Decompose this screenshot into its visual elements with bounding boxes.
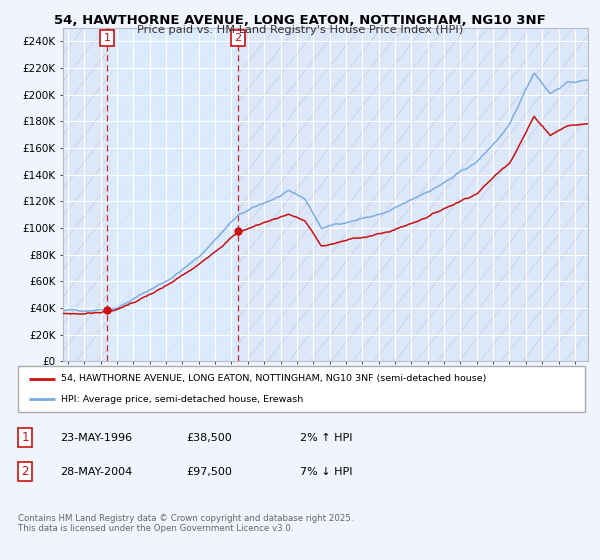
Text: 1: 1 bbox=[22, 431, 29, 445]
Text: 23-MAY-1996: 23-MAY-1996 bbox=[60, 433, 132, 443]
Text: 2% ↑ HPI: 2% ↑ HPI bbox=[300, 433, 353, 443]
Text: HPI: Average price, semi-detached house, Erewash: HPI: Average price, semi-detached house,… bbox=[61, 395, 303, 404]
Text: 7% ↓ HPI: 7% ↓ HPI bbox=[300, 466, 353, 477]
Text: Contains HM Land Registry data © Crown copyright and database right 2025.
This d: Contains HM Land Registry data © Crown c… bbox=[18, 514, 353, 534]
Text: 2: 2 bbox=[22, 465, 29, 478]
Text: 28-MAY-2004: 28-MAY-2004 bbox=[60, 466, 132, 477]
Text: 54, HAWTHORNE AVENUE, LONG EATON, NOTTINGHAM, NG10 3NF: 54, HAWTHORNE AVENUE, LONG EATON, NOTTIN… bbox=[54, 14, 546, 27]
Text: 54, HAWTHORNE AVENUE, LONG EATON, NOTTINGHAM, NG10 3NF (semi-detached house): 54, HAWTHORNE AVENUE, LONG EATON, NOTTIN… bbox=[61, 374, 486, 383]
Text: 1: 1 bbox=[103, 33, 110, 43]
Text: £97,500: £97,500 bbox=[186, 466, 232, 477]
Text: Price paid vs. HM Land Registry's House Price Index (HPI): Price paid vs. HM Land Registry's House … bbox=[137, 25, 463, 35]
Text: £38,500: £38,500 bbox=[186, 433, 232, 443]
Bar bbox=[107, 28, 238, 361]
Text: 2: 2 bbox=[235, 33, 242, 43]
